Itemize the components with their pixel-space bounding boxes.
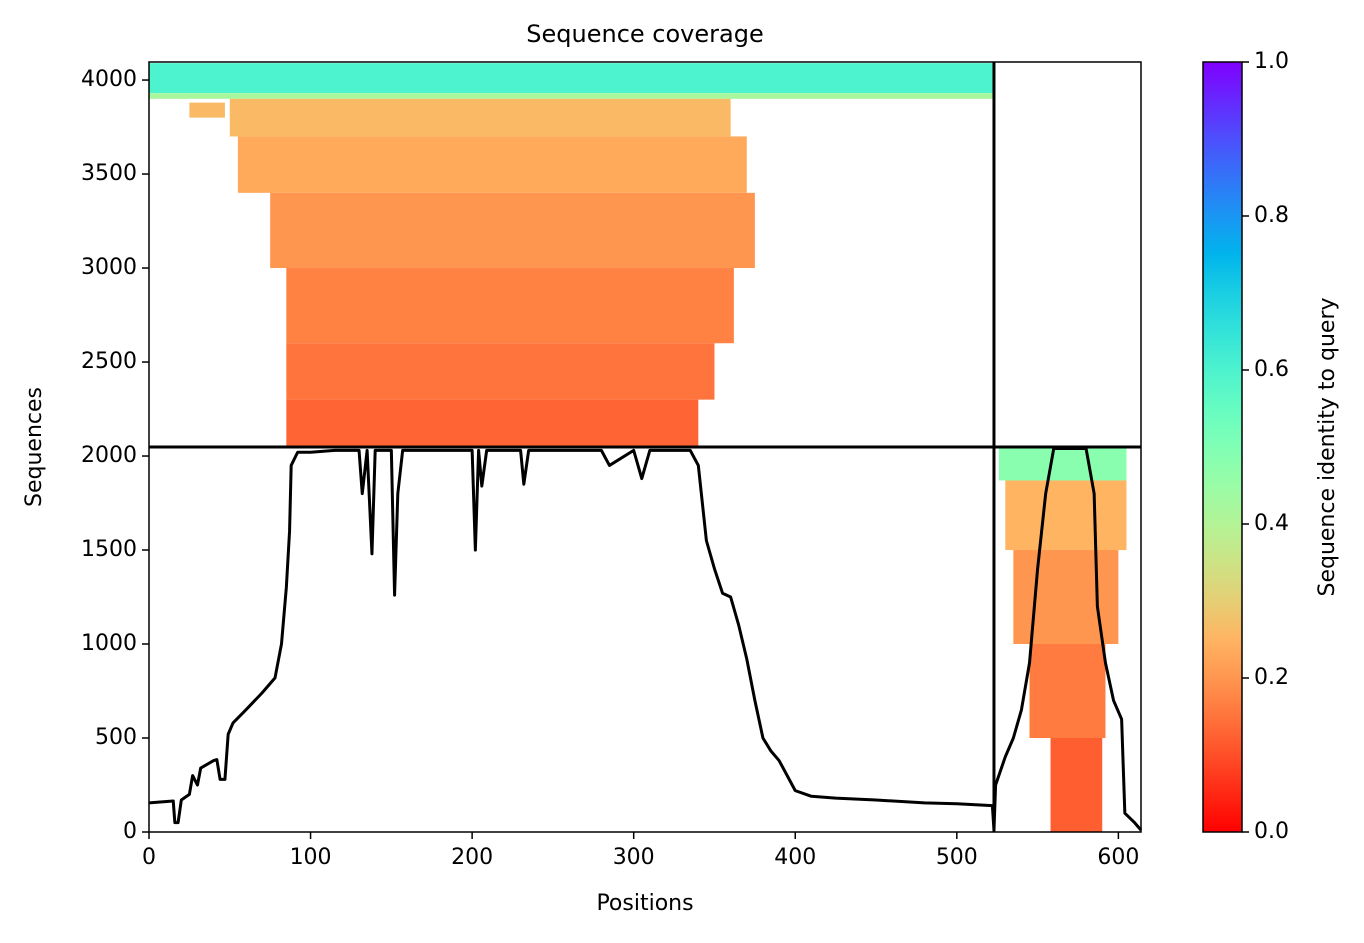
y-tick-label: 3000 [81,255,137,280]
x-tick-label: 300 [613,845,655,870]
y-tick-label: 2500 [81,349,137,374]
msa-block [286,268,734,344]
msa-block [998,448,1127,481]
colorbar-tick-label: 0.8 [1254,203,1289,228]
y-axis-label: Sequences [22,387,47,507]
y-tick-label: 3500 [81,161,137,186]
msa-block [229,98,731,137]
x-axis-label: Positions [596,891,693,916]
y-tick-label: 4000 [81,67,137,92]
y-tick-label: 2000 [81,443,137,468]
x-tick-label: 200 [451,845,493,870]
y-tick-label: 0 [123,819,137,844]
msa-block [1050,738,1103,832]
msa-block [189,102,225,118]
chart-title: Sequence coverage [526,20,763,48]
y-tick-label: 1500 [81,537,137,562]
msa-block [237,136,747,193]
plot-frame [148,61,1142,833]
msa-block [270,192,755,269]
x-tick-label: 500 [936,845,978,870]
msa-block [1029,644,1106,739]
colorbar-tick-label: 0.2 [1254,665,1289,690]
x-tick-label: 0 [142,845,156,870]
msa-block [1005,480,1127,551]
msa-block [286,343,715,400]
msa-block [149,63,994,94]
x-tick-label: 400 [774,845,816,870]
colorbar-label: Sequence identity to query [1315,297,1340,596]
colorbar-tick-label: 0.4 [1254,511,1289,536]
x-tick-label: 100 [290,845,332,870]
colorbar-tick-label: 1.0 [1254,49,1289,74]
colorbar-tick-label: 0.6 [1254,357,1289,382]
colorbar [1202,61,1243,833]
coverage-line [148,447,1143,832]
y-tick-label: 500 [95,725,137,750]
colorbar-tick-label: 0.0 [1254,819,1289,844]
y-tick-label: 1000 [81,631,137,656]
msa-block [286,399,699,447]
x-tick-label: 600 [1097,845,1139,870]
msa-block [1013,550,1119,645]
msa-block [149,93,994,99]
